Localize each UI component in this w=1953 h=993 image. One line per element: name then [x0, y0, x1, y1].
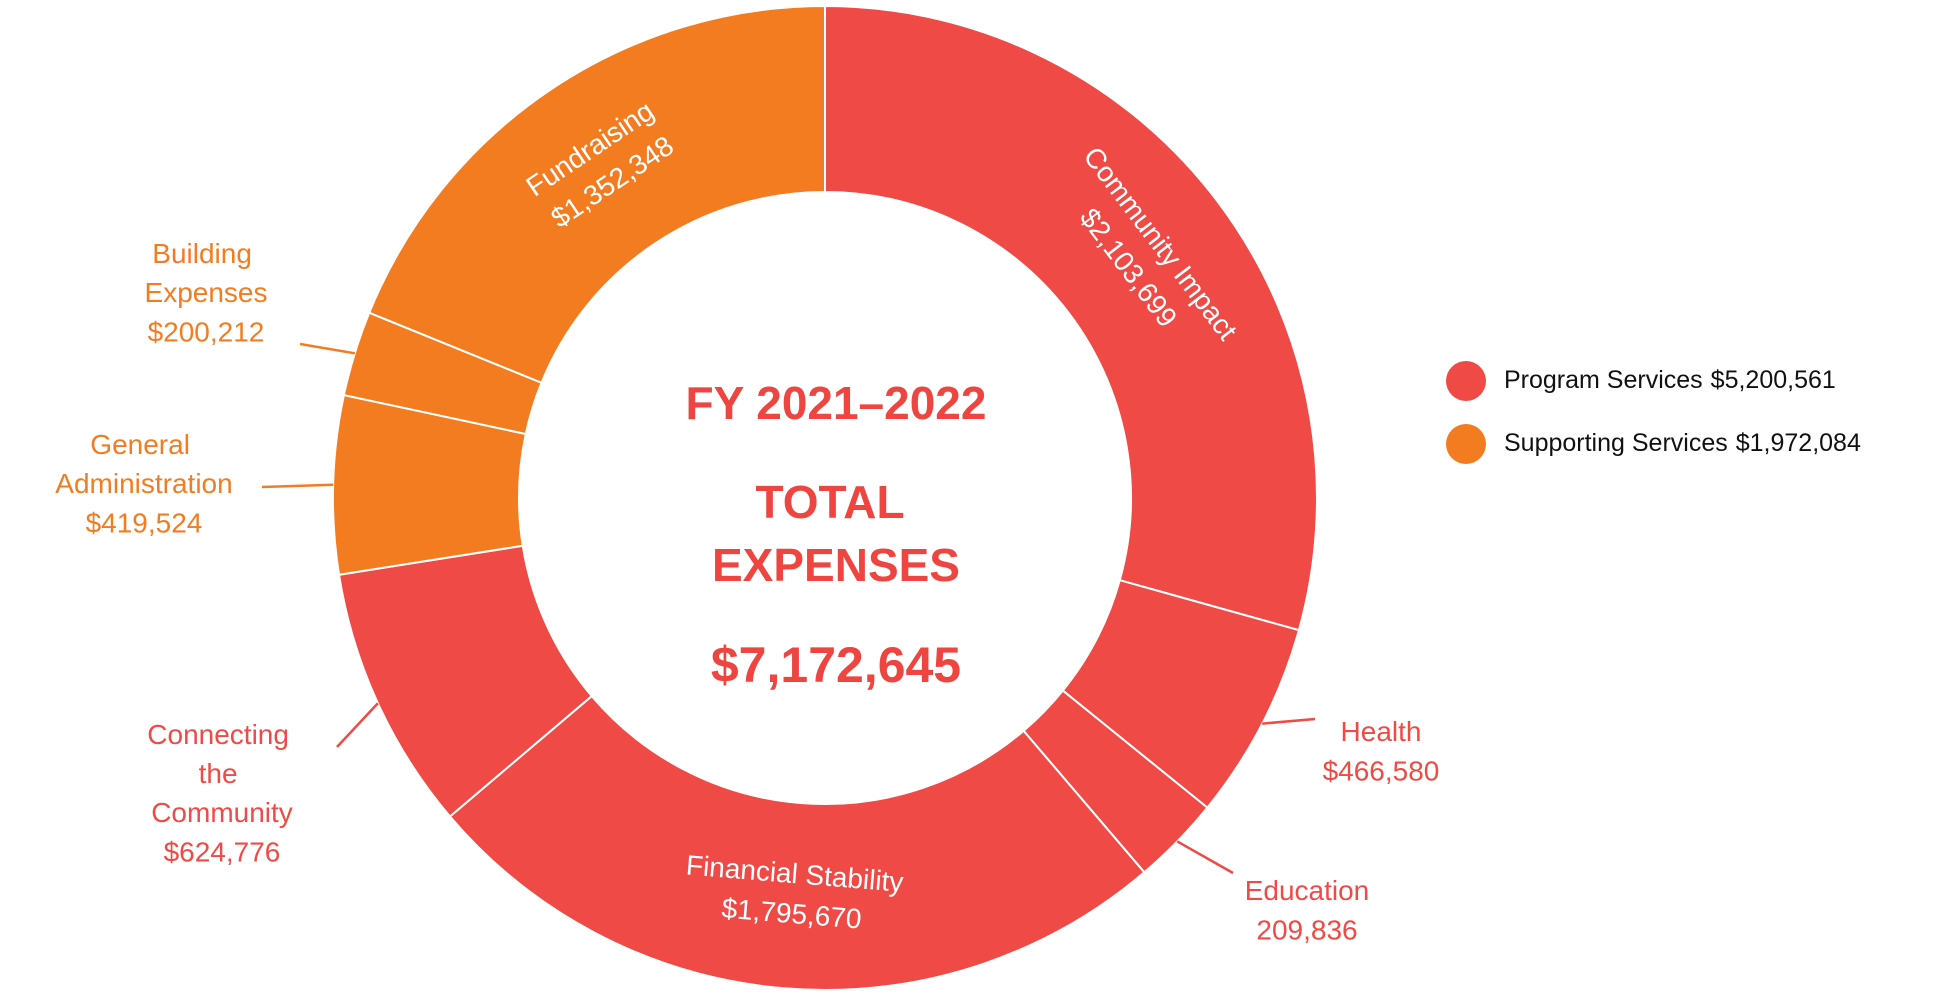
- center-total: $7,172,645: [711, 637, 961, 693]
- center-subtitle: TOTAL EXPENSES: [712, 476, 960, 591]
- center-title: FY 2021–2022: [686, 377, 987, 429]
- slice-value-label: $466,580: [1323, 755, 1440, 786]
- legend-marker: [1446, 361, 1486, 401]
- leader-line: [336, 702, 379, 748]
- slice-value-label: 209,836: [1256, 914, 1357, 945]
- slice-label: Connecting the Community: [147, 719, 296, 828]
- slice-value-label: $419,524: [86, 507, 203, 538]
- legend-marker: [1446, 424, 1486, 464]
- leader-line: [1176, 840, 1234, 875]
- legend-value: $5,200,561: [1711, 366, 1836, 394]
- slice-label: Education: [1245, 875, 1370, 906]
- slice-label: Building Expenses: [145, 238, 268, 308]
- donut-slice: [367, 4, 826, 385]
- slice-value-label: $624,776: [164, 836, 281, 867]
- slice-label: General Administration: [55, 429, 232, 499]
- slice-value-label: $200,212: [148, 316, 265, 347]
- leader-line: [299, 342, 355, 355]
- legend-value: $1,972,084: [1736, 429, 1861, 457]
- donut: [332, 4, 1318, 991]
- legend-name: Program Services: [1504, 366, 1703, 394]
- legend-label: Supporting Services $1,972,084: [1504, 429, 1861, 457]
- donut-slice: [448, 694, 1146, 991]
- leader-line: [261, 483, 334, 489]
- legend-label: Program Services $5,200,561: [1504, 366, 1836, 394]
- donut-slice: [824, 4, 1318, 632]
- slice-label: Health: [1341, 716, 1422, 747]
- leader-line: [1262, 717, 1316, 725]
- legend-name: Supporting Services: [1504, 429, 1728, 457]
